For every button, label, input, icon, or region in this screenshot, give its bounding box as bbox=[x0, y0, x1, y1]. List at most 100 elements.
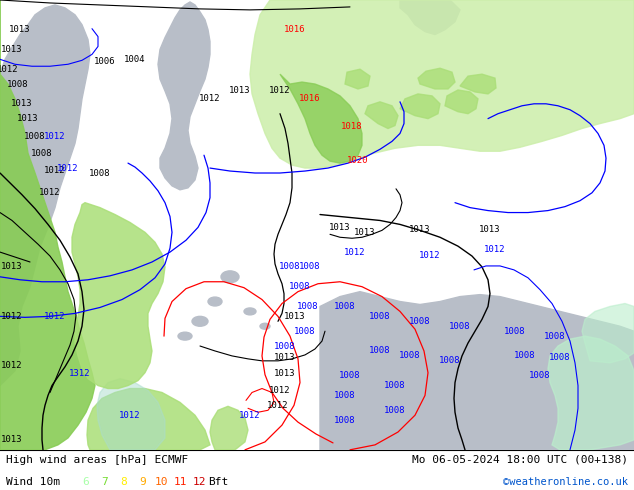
Text: 1008: 1008 bbox=[514, 351, 536, 361]
Text: 1008: 1008 bbox=[334, 391, 356, 400]
Text: 1013: 1013 bbox=[354, 228, 376, 237]
Text: 1013: 1013 bbox=[1, 436, 23, 444]
Polygon shape bbox=[87, 389, 210, 450]
Text: 1012: 1012 bbox=[269, 86, 291, 96]
Text: 1008: 1008 bbox=[299, 263, 321, 271]
Text: 7: 7 bbox=[101, 477, 108, 487]
Ellipse shape bbox=[260, 323, 270, 329]
Polygon shape bbox=[345, 69, 370, 89]
Text: 1008: 1008 bbox=[275, 342, 295, 350]
Text: 1008: 1008 bbox=[89, 169, 111, 177]
Text: 1008: 1008 bbox=[7, 79, 29, 89]
Text: 1018: 1018 bbox=[341, 122, 363, 131]
Ellipse shape bbox=[221, 271, 239, 283]
Polygon shape bbox=[582, 303, 634, 363]
Text: 1013: 1013 bbox=[479, 225, 501, 234]
Text: Mo 06-05-2024 18:00 UTC (00+138): Mo 06-05-2024 18:00 UTC (00+138) bbox=[411, 455, 628, 465]
Ellipse shape bbox=[178, 332, 192, 340]
Text: 1008: 1008 bbox=[279, 263, 301, 271]
Text: 10: 10 bbox=[155, 477, 169, 487]
Polygon shape bbox=[72, 203, 165, 389]
Text: 1012: 1012 bbox=[1, 361, 23, 370]
Text: 9: 9 bbox=[139, 477, 146, 487]
Polygon shape bbox=[210, 406, 248, 450]
Text: 1008: 1008 bbox=[549, 353, 571, 363]
Text: 1012: 1012 bbox=[344, 247, 366, 257]
Ellipse shape bbox=[192, 317, 208, 326]
Text: ©weatheronline.co.uk: ©weatheronline.co.uk bbox=[503, 477, 628, 487]
Text: 1004: 1004 bbox=[124, 55, 146, 64]
Text: 1012: 1012 bbox=[39, 188, 61, 197]
Text: 1008: 1008 bbox=[369, 312, 391, 321]
Text: 1008: 1008 bbox=[450, 322, 471, 331]
Text: Wind 10m: Wind 10m bbox=[6, 477, 60, 487]
Text: 1012: 1012 bbox=[0, 65, 19, 74]
Text: 1312: 1312 bbox=[69, 369, 91, 378]
Polygon shape bbox=[97, 379, 165, 450]
Text: 1012: 1012 bbox=[268, 401, 288, 410]
Text: 1008: 1008 bbox=[384, 406, 406, 415]
Text: 6: 6 bbox=[82, 477, 89, 487]
Text: 1012: 1012 bbox=[44, 312, 66, 321]
Polygon shape bbox=[158, 2, 210, 190]
Text: 1012: 1012 bbox=[199, 95, 221, 103]
Text: 1008: 1008 bbox=[410, 317, 430, 326]
Text: 1012: 1012 bbox=[419, 250, 441, 260]
Text: 1013: 1013 bbox=[275, 353, 295, 363]
Text: 1013: 1013 bbox=[1, 263, 23, 271]
Text: 1012: 1012 bbox=[269, 386, 291, 395]
Text: 1013: 1013 bbox=[17, 114, 39, 123]
Text: 12: 12 bbox=[193, 477, 207, 487]
Text: 1013: 1013 bbox=[410, 225, 430, 234]
Text: 1013: 1013 bbox=[329, 223, 351, 232]
Text: 1012: 1012 bbox=[239, 411, 261, 420]
Polygon shape bbox=[418, 68, 455, 89]
Text: 1013: 1013 bbox=[230, 86, 251, 96]
Polygon shape bbox=[250, 0, 634, 168]
Text: 1013: 1013 bbox=[1, 45, 23, 54]
Polygon shape bbox=[548, 336, 634, 450]
Text: 1016: 1016 bbox=[299, 95, 321, 103]
Text: 1008: 1008 bbox=[24, 132, 46, 141]
Text: 1012: 1012 bbox=[57, 164, 79, 172]
Text: 1008: 1008 bbox=[294, 327, 316, 336]
Text: 1008: 1008 bbox=[369, 346, 391, 355]
Text: 1012: 1012 bbox=[484, 245, 506, 254]
Text: 1012: 1012 bbox=[1, 312, 23, 321]
Text: 1006: 1006 bbox=[94, 57, 116, 66]
Text: 1012: 1012 bbox=[44, 166, 66, 174]
Polygon shape bbox=[0, 0, 95, 450]
Ellipse shape bbox=[208, 297, 222, 306]
Text: 1016: 1016 bbox=[284, 25, 306, 34]
Text: 1008: 1008 bbox=[289, 282, 311, 291]
Text: Bft: Bft bbox=[209, 477, 229, 487]
Text: High wind areas [hPa] ECMWF: High wind areas [hPa] ECMWF bbox=[6, 455, 188, 465]
Text: 1008: 1008 bbox=[529, 371, 551, 380]
Polygon shape bbox=[445, 90, 478, 114]
Text: 8: 8 bbox=[120, 477, 127, 487]
Text: 1008: 1008 bbox=[399, 351, 421, 361]
Text: 1008: 1008 bbox=[297, 302, 319, 311]
Text: 1012: 1012 bbox=[119, 411, 141, 420]
Text: 1013: 1013 bbox=[275, 369, 295, 378]
Polygon shape bbox=[400, 0, 460, 35]
Text: 1008: 1008 bbox=[334, 302, 356, 311]
Text: 1008: 1008 bbox=[334, 416, 356, 425]
Text: 1008: 1008 bbox=[439, 356, 461, 366]
Polygon shape bbox=[320, 292, 634, 450]
Text: 1020: 1020 bbox=[347, 156, 369, 165]
Polygon shape bbox=[365, 102, 398, 128]
Text: 1008: 1008 bbox=[384, 381, 406, 390]
Text: 1012: 1012 bbox=[44, 132, 66, 141]
Text: 1008: 1008 bbox=[31, 149, 53, 158]
Text: 1008: 1008 bbox=[504, 327, 526, 336]
Polygon shape bbox=[460, 74, 496, 94]
Text: 11: 11 bbox=[174, 477, 188, 487]
Text: 1013: 1013 bbox=[284, 312, 306, 321]
Text: 1013: 1013 bbox=[11, 99, 33, 108]
Text: 1008: 1008 bbox=[544, 332, 566, 341]
Text: 1013: 1013 bbox=[10, 25, 31, 34]
Text: 1008: 1008 bbox=[339, 371, 361, 380]
Polygon shape bbox=[280, 74, 362, 163]
Ellipse shape bbox=[244, 308, 256, 315]
